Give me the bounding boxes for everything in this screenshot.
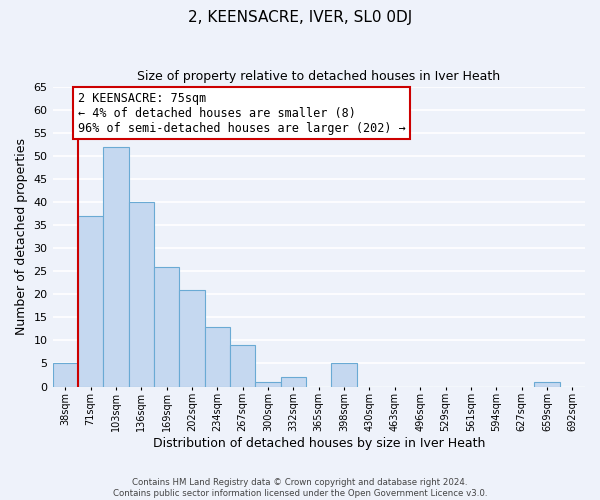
Bar	[230, 345, 256, 387]
Bar	[78, 216, 103, 386]
Text: 2 KEENSACRE: 75sqm
← 4% of detached houses are smaller (8)
96% of semi-detached : 2 KEENSACRE: 75sqm ← 4% of detached hous…	[78, 92, 406, 134]
Bar	[179, 290, 205, 386]
Bar	[128, 202, 154, 386]
Title: Size of property relative to detached houses in Iver Heath: Size of property relative to detached ho…	[137, 70, 500, 83]
Bar	[256, 382, 281, 386]
Bar	[534, 382, 560, 386]
X-axis label: Distribution of detached houses by size in Iver Heath: Distribution of detached houses by size …	[152, 437, 485, 450]
Bar	[281, 378, 306, 386]
Bar	[154, 266, 179, 386]
Bar	[331, 364, 357, 386]
Bar	[103, 147, 128, 386]
Bar	[53, 364, 78, 386]
Y-axis label: Number of detached properties: Number of detached properties	[15, 138, 28, 335]
Text: 2, KEENSACRE, IVER, SL0 0DJ: 2, KEENSACRE, IVER, SL0 0DJ	[188, 10, 412, 25]
Bar	[205, 326, 230, 386]
Text: Contains HM Land Registry data © Crown copyright and database right 2024.
Contai: Contains HM Land Registry data © Crown c…	[113, 478, 487, 498]
